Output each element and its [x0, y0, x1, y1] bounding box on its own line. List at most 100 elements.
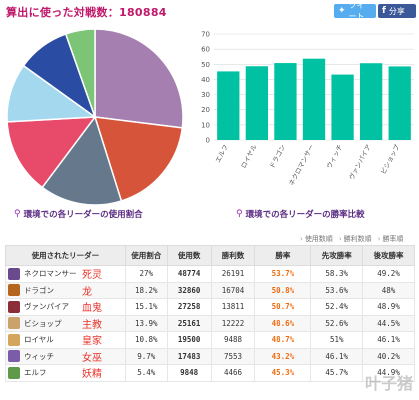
rate-cell: 53.7%: [254, 265, 312, 283]
table-row[interactable]: ヴァンパイア 血鬼 15.1% 27258 13811 50.7% 52.4% 48.9%: [5, 298, 415, 316]
chevron-right-icon: ›: [338, 235, 342, 243]
leader-cell: ロイヤル 皇家: [5, 331, 126, 349]
share-cell: 10.8%: [124, 331, 168, 349]
table-row[interactable]: エルフ 妖精 5.4% 9848 4466 45.3% 45.7% 44.9%: [5, 364, 415, 382]
leader-cell: エルフ 妖精: [5, 364, 126, 382]
leader-cn-name: 女巫: [82, 352, 102, 364]
bar-svg: 0 10 20 30 40 50 60 70 エルフ ロイヤル ドラゴン ネクロマンサー ウィッチ ヴァン…: [201, 31, 414, 187]
first-rate-cell: 45.7%: [310, 364, 364, 382]
first-rate-cell: 51%: [310, 331, 364, 349]
col-wins: 勝利数: [210, 245, 256, 266]
col-first: 先攻勝率: [310, 245, 364, 266]
used-cell: 25161: [166, 314, 212, 332]
x-tick-label: ウィッチ: [325, 143, 344, 170]
bar[interactable]: [217, 71, 240, 140]
y-tick-label: 40: [201, 76, 210, 84]
wins-cell: 12222: [210, 314, 256, 332]
y-tick-label: 30: [201, 91, 210, 99]
used-cell: 17483: [166, 347, 212, 365]
leader-avatar: [8, 350, 20, 363]
leader-avatar: [8, 300, 20, 313]
pie-slice[interactable]: [6, 116, 97, 189]
pie-caption-text: 環境での各リーダーの使用割合: [23, 210, 143, 220]
y-tick-label: 60: [201, 46, 210, 54]
first-rate-cell: 52.4%: [310, 298, 364, 316]
x-tick-label: ロイヤル: [239, 143, 258, 170]
second-rate-cell: 48.9%: [362, 298, 415, 316]
bar-caption: ⚲ 環境での各リーダーの勝率比較: [236, 208, 365, 220]
used-cell: 9848: [166, 364, 212, 382]
table-row[interactable]: ドラゴン 龙 18.2% 32860 16704 50.8% 53.6% 48%: [5, 281, 415, 299]
bar[interactable]: [274, 63, 297, 140]
bar[interactable]: [388, 66, 411, 140]
bar[interactable]: [245, 66, 268, 140]
wins-cell: 16704: [210, 281, 256, 299]
col-second: 後攻勝率: [362, 245, 415, 266]
used-cell: 32860: [166, 281, 212, 299]
chevron-right-icon: ›: [300, 235, 303, 243]
second-rate-cell: 46.1%: [362, 331, 415, 349]
x-tick-label: ネクロマンサー: [287, 143, 315, 187]
sort-by-wins[interactable]: › 勝利数順: [338, 235, 372, 243]
facebook-share-button[interactable]: f 分享: [378, 4, 416, 18]
wins-cell: 26191: [210, 265, 256, 283]
y-tick-label: 10: [201, 121, 210, 129]
x-tick-label: ドラゴン: [267, 143, 287, 170]
rate-cell: 50.8%: [254, 281, 312, 299]
rate-cell: 48.6%: [254, 314, 312, 332]
share-cell: 15.1%: [124, 298, 168, 316]
tweet-button[interactable]: ✦ ツイート: [334, 1, 376, 21]
leader-cn-name: 血鬼: [82, 303, 102, 315]
used-cell: 19500: [166, 331, 212, 349]
leader-cn-name: 主教: [82, 319, 102, 331]
share-cell: 13.9%: [124, 314, 168, 332]
leader-stats-table: 使用されたリーダー 使用割合 使用数 勝利数 勝率 先攻勝率 後攻勝率 ネクロマ…: [5, 245, 415, 382]
sort-options: › 使用数順 › 勝利数順 › 勝率順: [300, 234, 403, 244]
y-tick-label: 20: [201, 106, 210, 114]
rate-cell: 50.7%: [254, 298, 312, 316]
winrate-bar-chart: 0 10 20 30 40 50 60 70 エルフ ロイヤル ドラゴン ネクロマンサー ウィッチ ヴァン…: [196, 26, 416, 206]
x-tick-label: ヴァンパイア: [347, 142, 373, 181]
wins-cell: 13811: [210, 298, 256, 316]
second-rate-cell: 44.5%: [362, 314, 415, 332]
bar[interactable]: [360, 63, 383, 140]
bar[interactable]: [302, 58, 326, 140]
leader-cn-name: 龙: [82, 286, 92, 298]
leader-name: ロイヤル: [24, 335, 54, 345]
pie-slice[interactable]: [41, 115, 123, 206]
leader-name: ビショップ: [24, 318, 62, 328]
leader-cn-name: 皇家: [82, 336, 102, 348]
rate-cell: 43.2%: [254, 347, 312, 365]
rate-cell: 45.3%: [254, 364, 312, 382]
usage-pie-chart: [0, 24, 190, 210]
leader-cell: ウィッチ 女巫: [5, 347, 126, 365]
col-rate: 勝率: [254, 245, 312, 266]
facebook-icon: f: [382, 6, 386, 16]
bar[interactable]: [331, 74, 354, 140]
sort-by-rate[interactable]: › 勝率順: [377, 235, 404, 243]
table-row[interactable]: ウィッチ 女巫 9.7% 17483 7553 43.2% 46.1% 40.2%: [5, 347, 415, 365]
share-cell: 5.4%: [124, 364, 168, 382]
leader-avatar: [8, 284, 20, 297]
sort-by-used[interactable]: › 使用数順: [300, 235, 333, 243]
twitter-icon: ✦: [338, 6, 346, 16]
table-row[interactable]: ビショップ 主教 13.9% 25161 12222 48.6% 52.6% 44.5%: [5, 314, 415, 332]
pie-slice[interactable]: [93, 116, 184, 202]
pie-slice[interactable]: [94, 28, 184, 129]
watermark: 叶子猪: [364, 374, 413, 393]
y-tick-label: 70: [201, 31, 210, 39]
leader-cn-name: 妖精: [82, 369, 102, 381]
pie-slice[interactable]: [64, 28, 96, 118]
leader-cell: ネクロマンサー 死灵: [5, 265, 126, 283]
share-label: 分享: [388, 6, 405, 16]
table-row[interactable]: ロイヤル 皇家 10.8% 19500 9488 48.7% 51% 46.1%: [5, 331, 415, 349]
rate-cell: 48.7%: [254, 331, 312, 349]
first-rate-cell: 46.1%: [310, 347, 364, 365]
leader-cell: ビショップ 主教: [5, 314, 126, 332]
leader-avatar: [8, 267, 20, 280]
location-pin-icon: ⚲: [14, 209, 21, 219]
table-header-row: 使用されたリーダー 使用割合 使用数 勝利数 勝率 先攻勝率 後攻勝率: [5, 245, 415, 266]
chevron-right-icon: ›: [377, 235, 381, 243]
table-row[interactable]: ネクロマンサー 死灵 27% 48774 26191 53.7% 58.3% 49.2%: [5, 265, 415, 283]
wins-cell: 7553: [210, 347, 256, 365]
